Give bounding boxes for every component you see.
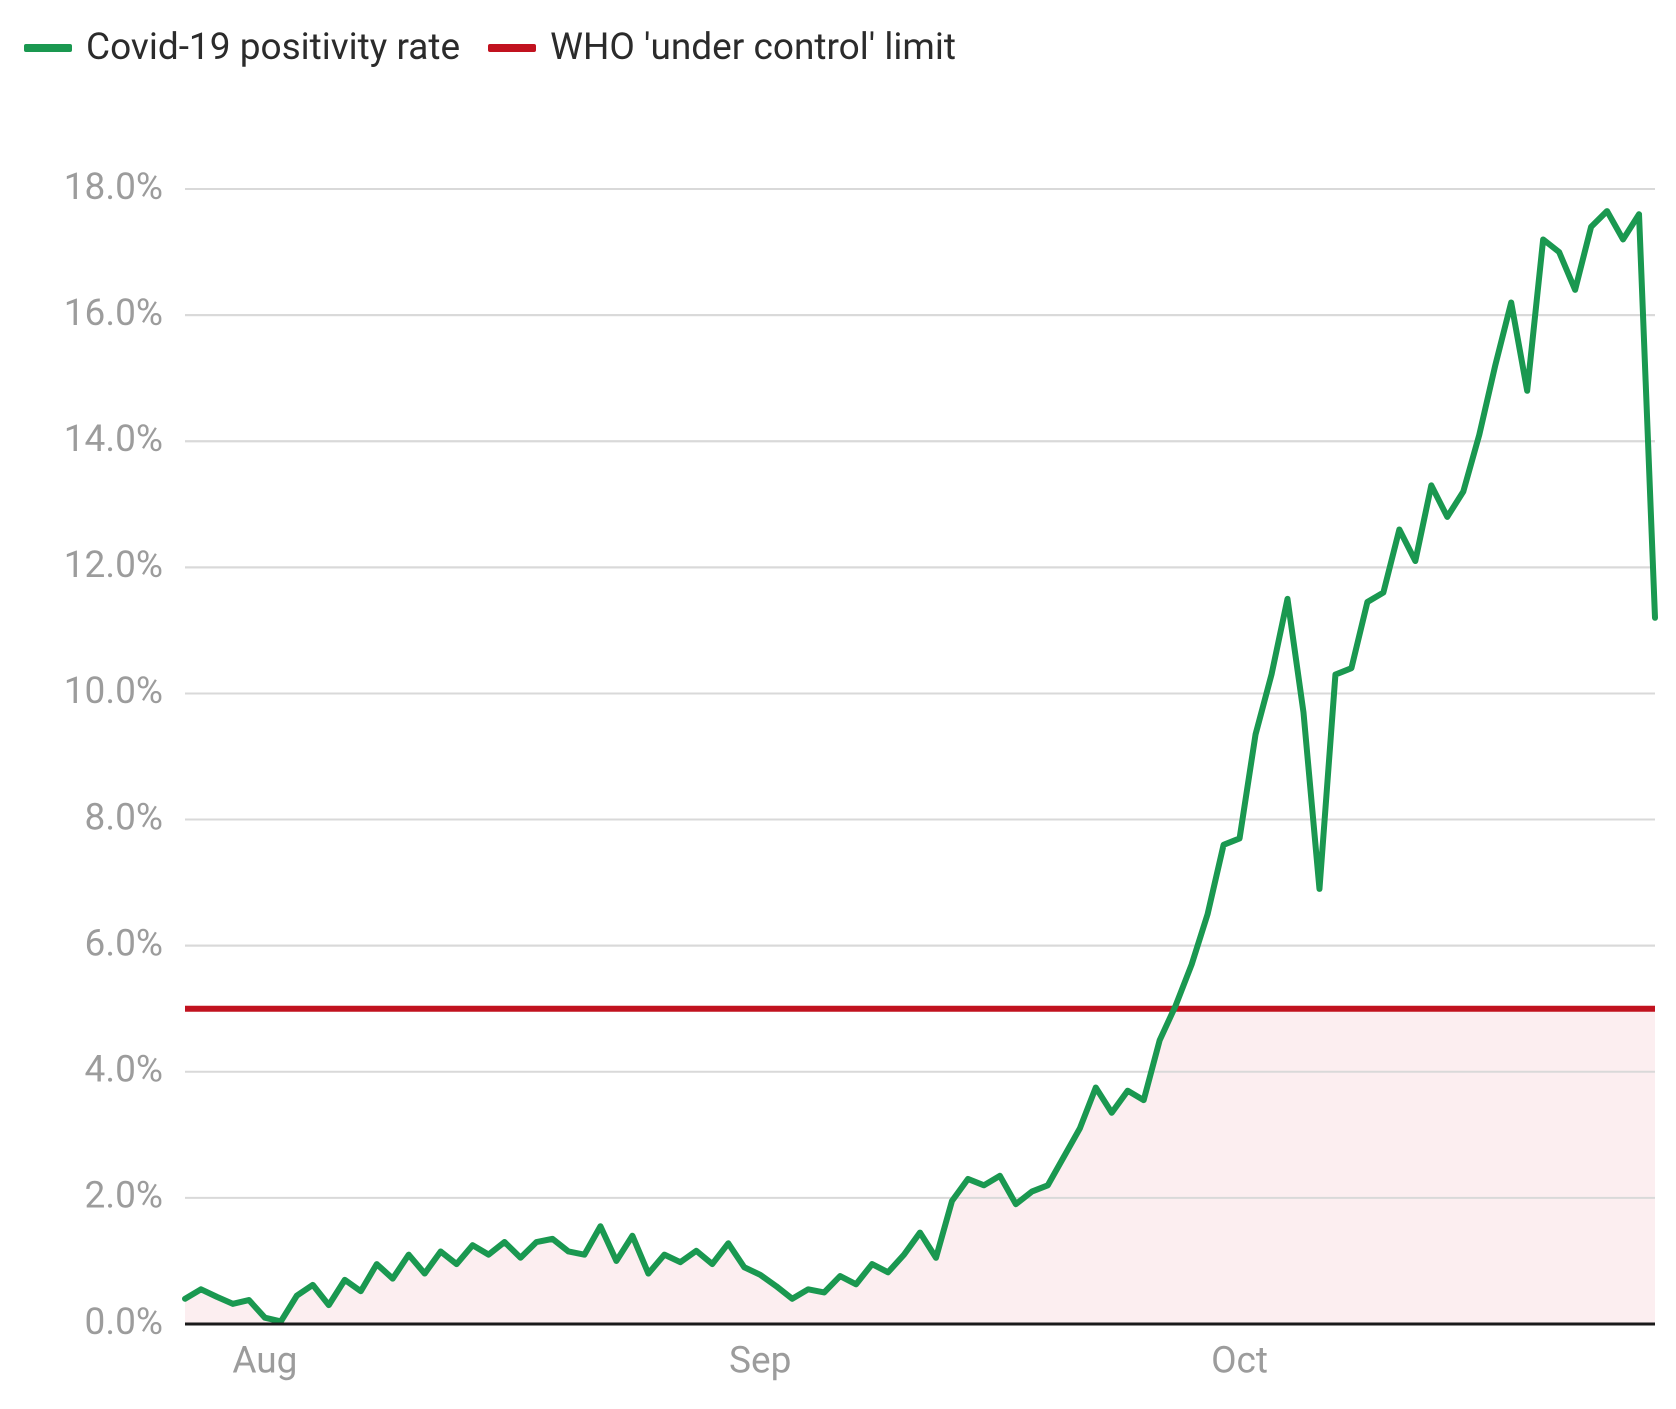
y-tick-label: 2.0%: [85, 1175, 163, 1218]
x-tick-label: Aug: [232, 1339, 297, 1382]
legend-label-who-limit: WHO 'under control' limit: [550, 26, 956, 69]
y-tick-label: 4.0%: [85, 1049, 163, 1092]
x-tick-label: Sep: [729, 1339, 791, 1382]
legend-swatch-who-limit: [488, 44, 536, 52]
y-tick-label: 0.0%: [85, 1301, 163, 1344]
legend: Covid-19 positivity rate WHO 'under cont…: [0, 0, 1676, 69]
y-tick-label: 10.0%: [64, 670, 163, 713]
x-tick-label: Oct: [1211, 1339, 1268, 1382]
legend-swatch-positivity: [24, 44, 72, 52]
chart-container: Covid-19 positivity rate WHO 'under cont…: [0, 0, 1676, 1340]
chart-plot: 0.0% 2.0% 4.0% 6.0% 8.0% 10.0% 12.0% 14.0% 16.0%…: [0, 69, 1676, 1409]
y-tick-label: 12.0%: [64, 544, 163, 587]
y-tick-label: 18.0%: [64, 166, 163, 209]
y-tick-label: 14.0%: [64, 418, 163, 461]
legend-item-who-limit: WHO 'under control' limit: [488, 26, 956, 69]
y-tick-label: 6.0%: [85, 922, 163, 965]
y-tick-label: 8.0%: [85, 796, 163, 839]
legend-item-positivity: Covid-19 positivity rate: [24, 26, 460, 69]
y-tick-label: 16.0%: [64, 292, 163, 335]
legend-label-positivity: Covid-19 positivity rate: [86, 26, 460, 69]
